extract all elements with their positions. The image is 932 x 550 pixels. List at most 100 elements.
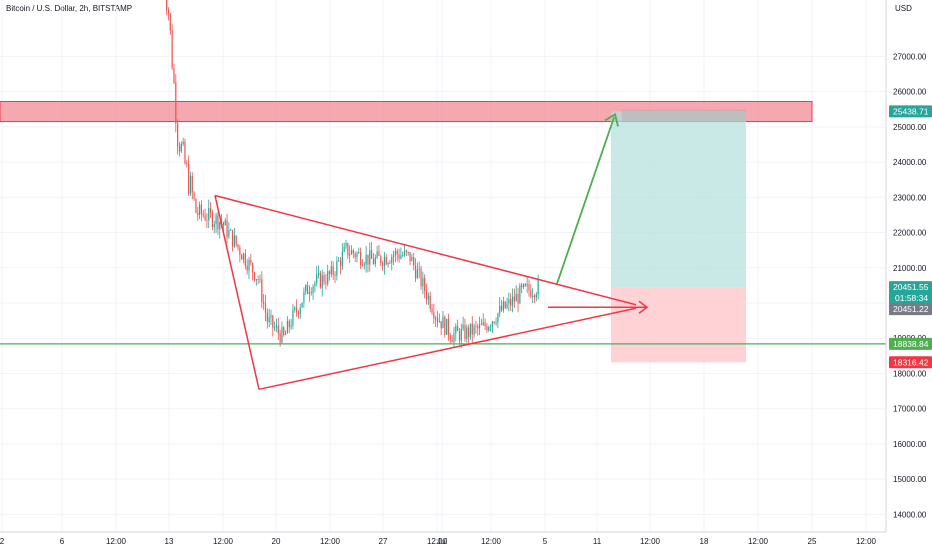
candle-body	[257, 279, 259, 280]
candle-body	[305, 285, 307, 292]
price-axis-label: 17000.00	[893, 405, 927, 414]
candle-body	[241, 255, 243, 260]
target-price-badge: 25438.71	[889, 105, 932, 118]
svg-text:25438.71: 25438.71	[893, 106, 929, 116]
candle-body	[235, 235, 237, 245]
candle-body	[528, 284, 530, 291]
candle-body	[321, 275, 323, 288]
candle-body	[394, 251, 397, 256]
candle-body	[246, 265, 248, 271]
candle-body	[275, 325, 278, 328]
triangle-left-line	[214, 195, 260, 390]
candle-body	[209, 208, 212, 213]
candle-body	[350, 250, 353, 255]
candle-body	[197, 212, 199, 215]
candle-body	[294, 307, 296, 310]
candle-body	[177, 123, 179, 146]
candle-body	[446, 318, 448, 335]
candle-body	[211, 212, 214, 227]
candle-body	[272, 315, 274, 328]
grid	[0, 0, 886, 532]
candle-body	[391, 256, 393, 263]
candle-body	[374, 257, 376, 265]
candle-body	[427, 295, 429, 300]
candle-body	[411, 257, 413, 262]
time-axis-label: 12:00	[640, 537, 661, 546]
time-axis-label: 12:00	[213, 537, 234, 546]
price-axis-label: 26000.00	[893, 88, 927, 97]
candle-body	[230, 229, 232, 231]
candle-body	[477, 326, 479, 329]
candle-body	[169, 13, 171, 31]
candle-body	[376, 251, 378, 258]
candle-body	[283, 327, 285, 335]
candle-body	[424, 277, 426, 291]
candle-body	[334, 274, 336, 276]
candle-body	[506, 303, 508, 308]
current-price-badge: 20451.55 01:58:34	[889, 281, 932, 306]
candle-body	[471, 323, 473, 335]
candle-body	[354, 253, 356, 258]
candle-body	[488, 327, 490, 331]
price-axis-label: 15000.00	[893, 475, 927, 484]
candle-body	[297, 311, 300, 315]
candle-body	[215, 215, 217, 225]
candle-body	[252, 263, 254, 273]
candle-body	[486, 326, 488, 331]
candle-body	[175, 82, 177, 124]
candle-body	[519, 285, 521, 304]
candle-body	[310, 292, 312, 294]
price-badges: 25438.71 20451.55 01:58:34 20451.22 1883…	[889, 105, 932, 369]
target-arrow-head	[604, 112, 619, 127]
candle-body	[489, 326, 492, 328]
candle-body	[429, 295, 431, 309]
chart-title: Bitcoin / U.S. Dollar, 2h, BITSTAMP	[6, 4, 133, 13]
candle-body	[277, 325, 279, 334]
candle-body	[418, 268, 420, 270]
time-axis-label: 12:00	[481, 537, 502, 546]
candle-body	[292, 309, 294, 326]
time-axis-label: 12:00	[320, 537, 341, 546]
candle-body	[369, 250, 371, 265]
time-axis-label: 13	[165, 537, 174, 546]
candle-body	[266, 312, 268, 323]
candle-body	[431, 308, 433, 313]
candle-body	[259, 279, 261, 281]
candle-body	[416, 269, 418, 279]
candle-body	[405, 250, 407, 253]
candle-body	[213, 224, 215, 227]
candle-body	[182, 141, 184, 144]
time-axis-label: 12:00	[106, 537, 127, 546]
time-axis-label: 12:00	[427, 537, 448, 546]
candle-body	[347, 243, 349, 256]
candle-body	[360, 252, 362, 265]
candle-body	[433, 312, 435, 319]
candle-body	[263, 302, 265, 304]
candle-body	[208, 208, 210, 221]
time-axis-bg	[0, 532, 932, 550]
candle-body	[356, 253, 358, 258]
candle-body	[237, 244, 239, 248]
candle-body	[458, 331, 461, 341]
svg-text:20451.55: 20451.55	[893, 282, 929, 292]
candle-body	[524, 284, 526, 286]
svg-text:01:58:34: 01:58:34	[895, 293, 928, 303]
candle-body	[248, 259, 250, 271]
candle-body	[328, 271, 331, 275]
candle-body	[349, 254, 351, 256]
candle-body	[511, 296, 514, 306]
take-profit-top-band	[622, 109, 746, 122]
candle-body	[330, 266, 332, 275]
candle-body	[352, 250, 354, 254]
candle-body	[336, 261, 338, 276]
candle-body	[371, 250, 373, 259]
candle-body	[228, 230, 230, 237]
candle-body	[495, 322, 497, 324]
candle-body	[372, 258, 375, 265]
candle-body	[497, 313, 499, 323]
candle-body	[409, 251, 411, 262]
candle-body	[314, 282, 316, 287]
candle-body	[480, 324, 483, 326]
